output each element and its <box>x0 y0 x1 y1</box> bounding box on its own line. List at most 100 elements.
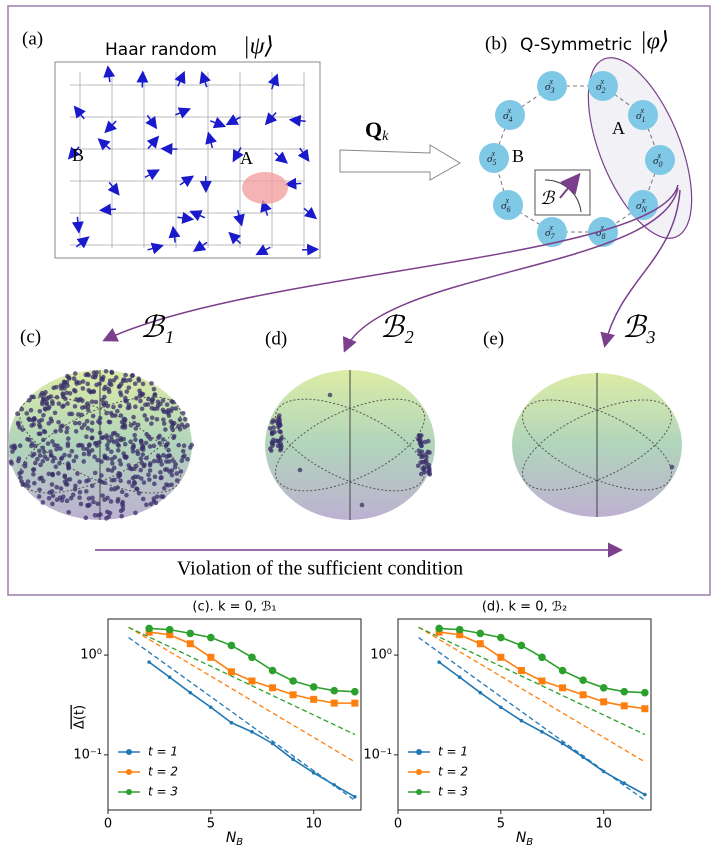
state-dot <box>99 459 104 464</box>
state-dot <box>56 419 61 425</box>
state-dot <box>120 378 126 384</box>
spin-node <box>493 190 523 220</box>
state-dot <box>61 494 66 499</box>
state-dot <box>46 471 52 477</box>
state-dot <box>104 410 109 416</box>
basis-label: ℬ₃ <box>622 311 656 344</box>
state-dot <box>44 396 50 402</box>
marker <box>559 684 567 692</box>
spin-arrow <box>168 225 181 243</box>
state-dot <box>85 371 90 377</box>
state-dot <box>53 429 58 434</box>
state-dot <box>68 495 74 501</box>
state-dot <box>22 461 28 466</box>
state-dot <box>115 496 121 502</box>
flow-arrow <box>102 184 679 342</box>
spin-label: σ4x <box>503 106 512 124</box>
state-dot <box>160 437 166 442</box>
state-dot <box>133 404 138 410</box>
state-dot <box>170 406 175 411</box>
spin-base: σ <box>545 81 551 93</box>
spin-arrow <box>189 210 206 222</box>
caption: Violation of the sufficient condition <box>177 558 463 580</box>
state-dot <box>138 467 143 473</box>
state-dot <box>134 395 139 401</box>
state-dot <box>138 391 143 396</box>
state-dot <box>73 388 78 394</box>
state-dot <box>277 429 282 434</box>
state-dot <box>134 486 139 492</box>
fit-line <box>128 626 356 736</box>
state-dot <box>54 384 59 390</box>
state-dot <box>119 513 124 519</box>
state-dot <box>297 467 303 473</box>
state-dot <box>116 443 122 448</box>
marker <box>435 624 443 633</box>
state-dot <box>134 463 139 469</box>
spin-arrow <box>174 70 186 87</box>
spin-base: σ <box>636 110 642 122</box>
state-dot <box>124 389 130 394</box>
state-dot <box>416 437 421 442</box>
spin-sup: x <box>599 223 604 232</box>
marker <box>289 691 297 699</box>
marker <box>599 683 608 692</box>
state-dot <box>147 477 152 482</box>
state-dot <box>101 402 107 408</box>
state-dot <box>167 469 172 474</box>
state-dot <box>156 454 161 460</box>
marker <box>250 730 254 734</box>
state-dot <box>167 453 173 458</box>
fit-line <box>128 636 356 801</box>
state-dot <box>152 481 157 487</box>
state-dot <box>49 399 55 404</box>
state-dot <box>32 480 37 486</box>
spin-arrow <box>67 146 81 160</box>
spin-label: σ8x <box>596 223 605 241</box>
spin-arrow <box>146 135 160 150</box>
spin-arrow <box>103 65 116 83</box>
spin-arrow <box>267 73 280 90</box>
state-dot <box>48 453 54 458</box>
state-dot <box>46 421 52 426</box>
state-dot <box>46 404 52 410</box>
lattice-box <box>54 61 321 259</box>
legend-label: t = 1 <box>438 745 468 759</box>
spin-arrow <box>274 151 288 164</box>
state-dot <box>158 470 163 475</box>
state-dot <box>117 403 123 409</box>
state-dot <box>66 510 72 515</box>
inset-label: ℬ <box>540 188 556 208</box>
spin-base: σ <box>596 227 602 239</box>
state-dot <box>124 492 129 498</box>
state-dot <box>67 453 72 458</box>
map-arrow <box>339 144 461 181</box>
state-dot <box>140 381 146 387</box>
state-dot <box>75 443 81 448</box>
state-dot <box>89 428 95 433</box>
state-dot <box>161 485 167 491</box>
spin-sup: x <box>641 196 646 205</box>
state-dot <box>40 445 46 451</box>
state-dot <box>73 454 79 460</box>
state-dot <box>47 490 53 495</box>
x-tick-label: 5 <box>497 817 505 832</box>
state-dot <box>69 448 75 454</box>
legend-marker <box>126 749 132 755</box>
state-dot <box>72 404 78 409</box>
state-dot <box>42 406 48 412</box>
state-dot <box>117 471 123 477</box>
state-dot <box>92 454 97 460</box>
marker <box>166 631 174 639</box>
state-dot <box>74 379 79 385</box>
state-dot <box>105 467 111 473</box>
state-dot <box>70 492 76 498</box>
marker <box>620 702 628 710</box>
state-dot <box>132 481 138 486</box>
spin-sup: x <box>548 223 553 232</box>
state-dot <box>89 420 95 426</box>
state-dot <box>25 479 31 484</box>
state-dot <box>159 475 164 480</box>
spin-label: σ7x <box>545 223 555 241</box>
